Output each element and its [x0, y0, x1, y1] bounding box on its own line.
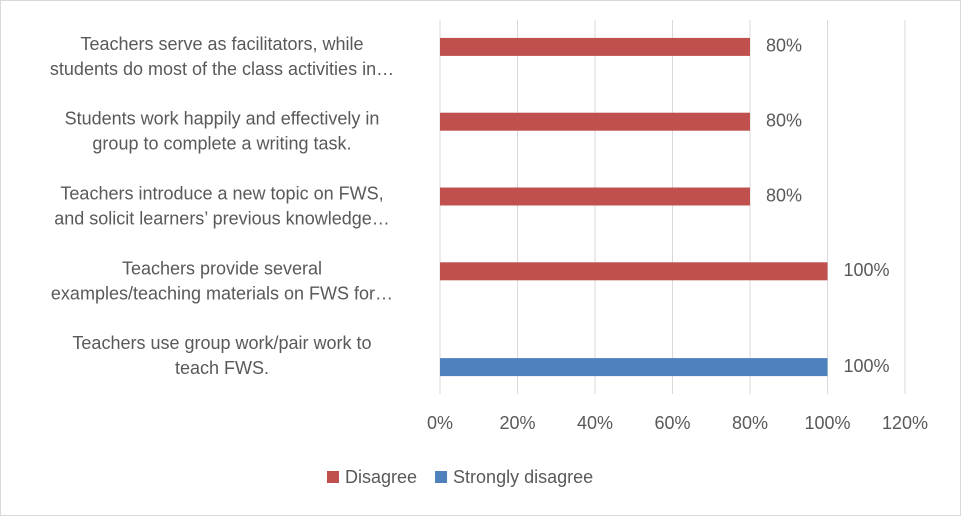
- x-tick-label: 80%: [732, 413, 768, 433]
- legend-label: Strongly disagree: [453, 467, 593, 487]
- category-label: Teachers use group work/pair work to teac…: [72, 333, 371, 378]
- legend-label: Disagree: [345, 467, 417, 487]
- x-tick-label: 100%: [804, 413, 850, 433]
- category-label-line: and solicit learners’ previous knowledge…: [54, 208, 390, 228]
- category-label: Teachers serve as facilitators, while stu…: [50, 34, 394, 79]
- legend-swatch: [435, 471, 448, 483]
- category-label-line: examples/teaching materials on FWS for…: [51, 283, 393, 303]
- category-label-line: teach FWS.: [175, 358, 269, 378]
- category-label-line: students do most of the class activities…: [50, 59, 394, 79]
- x-tick-label: 20%: [499, 413, 535, 433]
- x-tick-label: 120%: [882, 413, 928, 433]
- value-label: 100%: [844, 356, 890, 376]
- category-label: Students work happily and effectively in…: [65, 108, 380, 153]
- bar: [440, 358, 828, 377]
- bar: [440, 187, 750, 206]
- bar: [440, 37, 750, 56]
- category-label-line: Teachers serve as facilitators, while: [80, 34, 363, 54]
- category-label-line: group to complete a writing task.: [92, 133, 351, 153]
- category-label: Teachers introduce a new topic on FWS, an…: [54, 183, 390, 228]
- bar: [440, 262, 828, 281]
- bar: [440, 112, 750, 131]
- category-label-line: Students work happily and effectively in: [65, 108, 380, 128]
- category-label-line: Teachers introduce a new topic on FWS,: [60, 183, 383, 203]
- category-label: Teachers provide several examples/teachin…: [51, 258, 393, 303]
- legend-swatch: [327, 471, 339, 483]
- x-tick-label: 60%: [654, 413, 690, 433]
- value-label: 80%: [766, 110, 802, 130]
- category-label-line: Teachers use group work/pair work to: [72, 333, 371, 353]
- x-tick-label: 0%: [427, 413, 453, 433]
- value-label: 80%: [766, 36, 802, 56]
- category-label-line: Teachers provide several: [122, 258, 322, 278]
- value-label: 80%: [766, 185, 802, 205]
- x-tick-label: 40%: [577, 413, 613, 433]
- value-label: 100%: [844, 260, 890, 280]
